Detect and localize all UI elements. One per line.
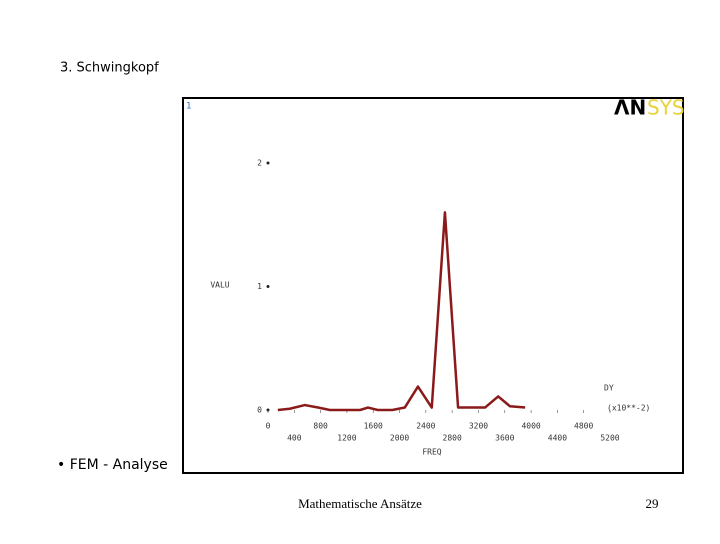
- plot: 0 1 2 0 400 800 1200 1600 2000 2400 2800 3200 3600 40…: [257, 159, 620, 443]
- series-line: [277, 211, 526, 412]
- x-tick-label: 4000: [521, 422, 540, 431]
- y-tick: [266, 285, 270, 288]
- x-tick-label: 3200: [469, 422, 488, 431]
- x-tick-label: 1600: [364, 422, 383, 431]
- legend-label: DY: [604, 384, 614, 393]
- x-tick-label: 2000: [390, 434, 409, 443]
- x-multiplier: (x10**-2): [607, 404, 650, 413]
- x-tick-label: 4400: [548, 434, 567, 443]
- y-axis-label: VALU: [210, 281, 229, 290]
- y-tick-label: 2: [257, 159, 262, 168]
- logo-left: ΛN: [614, 96, 646, 120]
- x-tick-label: 4800: [574, 422, 593, 431]
- x-tick-label: 800: [313, 422, 328, 431]
- window-number: 1: [186, 102, 192, 112]
- chart-frame: [182, 97, 684, 474]
- bullet: • FEM - Analyse: [57, 457, 168, 473]
- x-tick-label: 2400: [416, 422, 435, 431]
- x-tick-label: 1200: [337, 434, 356, 443]
- x-tick-label: 400: [287, 434, 302, 443]
- x-tick-label: 5200: [600, 434, 619, 443]
- y-tick: [266, 161, 270, 165]
- y-tick-label: 1: [257, 282, 262, 291]
- page-number: 29: [646, 496, 659, 511]
- x-axis-label: FREQ: [422, 448, 441, 457]
- y-tick-label: 0: [257, 406, 262, 415]
- x-tick-label: 3600: [495, 434, 514, 443]
- footer: Mathematische Ansätze: [298, 496, 422, 511]
- logo-right: SYS: [647, 96, 685, 120]
- x-tick-label: 0: [266, 422, 271, 431]
- slide-title: 3. Schwingkopf: [60, 61, 159, 76]
- x-tick-label: 2800: [443, 434, 462, 443]
